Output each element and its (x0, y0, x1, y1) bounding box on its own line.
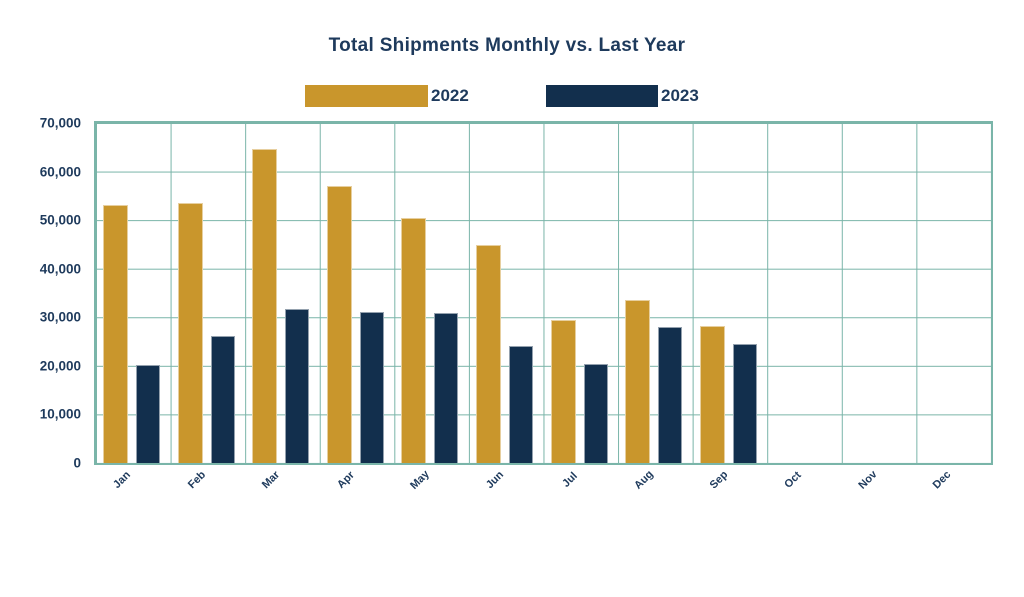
bar-2022-jun (475, 245, 501, 463)
bar-2023-jan (136, 364, 160, 463)
bar-2022-sep (699, 325, 725, 463)
x-tick-may: May (408, 468, 433, 492)
y-tick-10000: 10,000 (39, 406, 81, 422)
legend-swatch-2023 (546, 84, 658, 107)
bar-2023-jun (508, 346, 533, 463)
bar-2022-jul (550, 319, 576, 463)
legend-label-2023: 2023 (661, 86, 699, 105)
y-tick-40000: 40,000 (39, 261, 81, 277)
x-tick-nov: Nov (856, 468, 880, 492)
x-tick-jun: Jun (483, 468, 507, 492)
plot-area (94, 121, 993, 465)
y-tick-20000: 20,000 (39, 358, 81, 374)
x-tick-jul: Jul (559, 470, 580, 490)
bar-2023-sep (732, 343, 757, 463)
bar-2023-mar (285, 308, 310, 463)
bar-2023-may (434, 312, 459, 463)
chart-title: Total Shipments Monthly vs. Last Year (328, 35, 686, 56)
legend-item-2023: 2023 (546, 84, 699, 107)
legend-item-2022: 2022 (305, 84, 469, 107)
x-tick-jan: Jan (111, 469, 133, 491)
x-tick-feb: Feb (185, 468, 208, 492)
x-tick-sep: Sep (707, 468, 731, 492)
y-tick-0: 0 (73, 455, 81, 471)
y-tick-50000: 50,000 (39, 212, 81, 228)
bar-2022-aug (625, 299, 651, 463)
y-tick-70000: 70,000 (39, 115, 81, 131)
x-tick-dec: Dec (931, 468, 954, 492)
y-tick-30000: 30,000 (39, 309, 81, 325)
legend-swatch-2022 (305, 84, 428, 107)
bar-2022-apr (326, 186, 352, 463)
legend-label-2022: 2022 (431, 86, 469, 105)
bar-2023-apr (359, 311, 384, 463)
x-tick-oct: Oct (782, 469, 804, 491)
bar-2022-mar (252, 148, 278, 463)
x-tick-apr: Apr (334, 469, 357, 491)
x-tick-aug: Aug (632, 468, 656, 492)
bar-2022-feb (177, 202, 203, 463)
bar-2022-jan (103, 204, 128, 463)
bar-2023-aug (658, 327, 683, 463)
x-tick-mar: Mar (259, 468, 283, 492)
bar-2023-feb (210, 335, 235, 463)
y-tick-60000: 60,000 (39, 164, 81, 180)
bar-2022-may (401, 218, 427, 463)
bar-2023-jul (583, 363, 608, 463)
